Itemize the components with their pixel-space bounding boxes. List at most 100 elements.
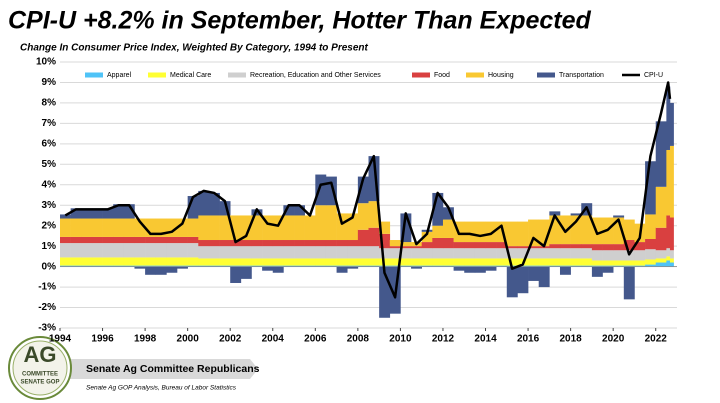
- stack-segment: [347, 246, 359, 259]
- stack-segment: [155, 236, 167, 244]
- stack-segment: [400, 242, 412, 247]
- stack-segment: [198, 215, 210, 241]
- stack-segment: [240, 266, 252, 279]
- stack-segment: [315, 240, 327, 247]
- stack-segment: [570, 258, 582, 266]
- stack-segment: [453, 258, 465, 266]
- stack-segment: [198, 258, 210, 266]
- stack-segment: [591, 266, 603, 277]
- stack-segment: [666, 260, 671, 267]
- stack-segment: [347, 258, 359, 266]
- stack-segment: [432, 237, 444, 249]
- stack-segment: [272, 266, 284, 273]
- stack-segment: [549, 265, 561, 267]
- stack-segment: [123, 243, 135, 258]
- stack-segment: [411, 248, 422, 259]
- stack-segment: [145, 257, 157, 266]
- stack-segment: [208, 192, 220, 216]
- logo-big: AG: [24, 342, 57, 367]
- stack-segment: [538, 219, 550, 247]
- stack-segment: [485, 242, 497, 249]
- stack-segment: [283, 240, 295, 247]
- stack-segment: [581, 215, 593, 245]
- stack-segment: [123, 204, 135, 219]
- stack-segment: [240, 215, 252, 241]
- stack-segment: [549, 211, 561, 216]
- stack-segment: [251, 246, 263, 259]
- stack-segment: [669, 102, 674, 146]
- stack-segment: [666, 248, 671, 257]
- stack-segment: [262, 246, 274, 259]
- stack-segment: [634, 260, 646, 266]
- stack-segment: [538, 265, 550, 267]
- stack-segment: [60, 214, 71, 219]
- y-tick-label: 2%: [42, 220, 57, 231]
- stack-segment: [166, 266, 178, 273]
- stack-segment: [134, 265, 146, 267]
- stack-segment: [591, 244, 603, 251]
- y-tick-label: 5%: [42, 159, 57, 170]
- stack-segment: [442, 258, 454, 266]
- stack-segment: [634, 250, 646, 261]
- stack-segment: [591, 265, 603, 267]
- stack-segment: [496, 265, 508, 267]
- banner-shape: [70, 359, 258, 379]
- stack-segment: [421, 248, 433, 259]
- stack-segment: [389, 248, 401, 259]
- y-tick-label: 9%: [42, 77, 57, 88]
- stack-segment: [623, 240, 635, 251]
- stack-segment: [198, 190, 210, 216]
- stack-segment: [474, 266, 486, 273]
- stack-segment: [368, 227, 380, 247]
- stack-segment: [315, 246, 327, 259]
- stack-segment: [325, 205, 337, 241]
- legend-swatch: [228, 72, 246, 78]
- stack-segment: [262, 266, 274, 271]
- stack-segment: [219, 201, 231, 216]
- stack-segment: [634, 242, 646, 251]
- stack-segment: [379, 233, 391, 249]
- stack-segment: [272, 246, 284, 259]
- stack-segment: [602, 266, 614, 273]
- stack-segment: [272, 258, 284, 266]
- x-tick-label: 2000: [177, 334, 200, 345]
- stack-segment: [155, 265, 167, 267]
- y-tick-label: 3%: [42, 200, 57, 211]
- stack-segment: [283, 205, 295, 216]
- stack-segment: [304, 265, 316, 267]
- stack-segment: [549, 215, 561, 245]
- stack-segment: [60, 257, 71, 266]
- stack-segment: [187, 218, 199, 237]
- stack-segment: [669, 262, 674, 267]
- logo-line1: COMMITTEE: [22, 372, 58, 378]
- stack-segment: [113, 204, 125, 219]
- logo-inner: [12, 340, 68, 396]
- stack-segment: [464, 265, 476, 267]
- y-tick-label: 10%: [36, 57, 56, 68]
- banner-text: Senate Ag Committee Republicans: [86, 363, 260, 375]
- stack-segment: [474, 258, 486, 266]
- y-tick-label: -3%: [38, 323, 56, 334]
- stack-segment: [559, 258, 571, 266]
- stack-segment: [81, 236, 93, 244]
- stack-segment: [655, 186, 667, 228]
- stack-segment: [145, 236, 157, 244]
- stack-segment: [230, 215, 242, 241]
- stack-segment: [581, 244, 593, 249]
- stack-segment: [602, 244, 614, 251]
- stack-segment: [538, 258, 550, 266]
- stack-segment: [474, 242, 486, 249]
- stack-segment: [304, 215, 316, 241]
- stack-segment: [113, 265, 125, 267]
- stack-segment: [315, 265, 327, 267]
- stack-segment: [262, 265, 274, 267]
- stack-segment: [613, 250, 625, 261]
- stack-segment: [187, 257, 199, 266]
- stack-segment: [389, 246, 401, 249]
- stack-segment: [60, 265, 71, 267]
- stack-segment: [347, 265, 359, 267]
- stack-segment: [315, 174, 327, 206]
- stack-segment: [113, 243, 125, 258]
- stack-segment: [208, 258, 220, 266]
